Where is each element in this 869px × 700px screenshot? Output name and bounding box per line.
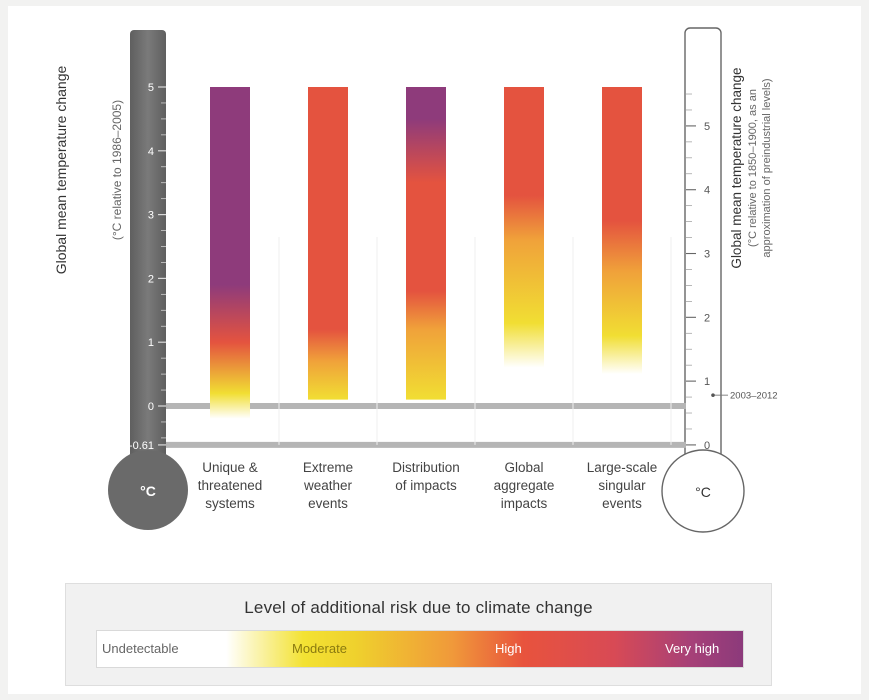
left-tick-label: -0.61 <box>129 440 154 452</box>
right-tick-label: 1 <box>704 376 710 388</box>
legend-label-high: High <box>495 641 522 656</box>
right-axis-subtitle-line1: (°C relative to 1850–1900, as an <box>747 89 759 247</box>
risk-color-scale: Undetectable Moderate High Very high <box>96 630 744 668</box>
right-thermometer-neck <box>686 455 720 473</box>
left-axis-title: Global mean temperature change <box>53 66 69 275</box>
category-label: Extreme weather events <box>303 460 353 511</box>
category-label: Large-scale singular events <box>587 460 658 511</box>
legend-label-moderate: Moderate <box>292 641 347 656</box>
period-annotation: 2003–2012 <box>711 391 778 402</box>
left-tick-label: 4 <box>148 146 154 158</box>
legend-label-very-high: Very high <box>665 641 720 656</box>
right-tick-label: 0 <box>704 440 710 452</box>
risk-bar <box>602 87 642 375</box>
right-axis-title: Global mean temperature change <box>729 67 744 268</box>
left-thermometer-tube <box>130 30 166 475</box>
left-tick-label: 0 <box>148 401 154 413</box>
risk-bar <box>210 87 250 419</box>
annotation-marker <box>711 393 715 397</box>
left-thermometer-bulb <box>108 450 188 530</box>
right-thermometer-bulb <box>661 449 745 533</box>
category-label: Unique & threatened systems <box>198 460 263 511</box>
risk-chart: °C °C Global mean temperature change (°C… <box>53 27 778 533</box>
right-tick-label: 4 <box>704 185 710 197</box>
left-axis-ticks: 5 4 3 2 1 0 -0.61 <box>129 82 166 452</box>
right-bulb-unit-label: °C <box>695 484 711 500</box>
right-tick-label: 2 <box>704 312 710 324</box>
right-axis-subtitle-line2: approximation of preindustrial levels) <box>761 78 773 257</box>
right-tick-label: 3 <box>704 249 710 261</box>
category-label: Distribution of impacts <box>392 460 460 493</box>
left-tick-label: 1 <box>148 337 154 349</box>
left-tick-label: 3 <box>148 210 154 222</box>
risk-bar <box>504 87 544 368</box>
annotation-label: 2003–2012 <box>730 391 778 402</box>
legend-title: Level of additional risk due to climate … <box>244 598 593 617</box>
reference-lines <box>166 403 686 448</box>
right-thermometer-tube <box>684 27 722 474</box>
left-tick-label: 5 <box>148 82 154 94</box>
left-bulb-unit-label: °C <box>140 483 156 499</box>
left-tick-label: 2 <box>148 273 154 285</box>
legend-label-undetectable: Undetectable <box>102 641 179 656</box>
category-labels: Unique & threatened systems Extreme weather e… <box>198 460 658 511</box>
risk-legend: Level of additional risk due to climate … <box>65 583 772 686</box>
risk-bar <box>308 87 348 400</box>
right-tick-label: 5 <box>704 121 710 133</box>
risk-bar <box>406 87 446 400</box>
left-axis-subtitle: (°C relative to 1986–2005) <box>110 100 124 240</box>
category-label: Global aggregate impacts <box>494 460 555 511</box>
right-axis-ticks: 5 4 3 2 1 0 <box>686 93 710 452</box>
risk-bars <box>210 87 672 445</box>
